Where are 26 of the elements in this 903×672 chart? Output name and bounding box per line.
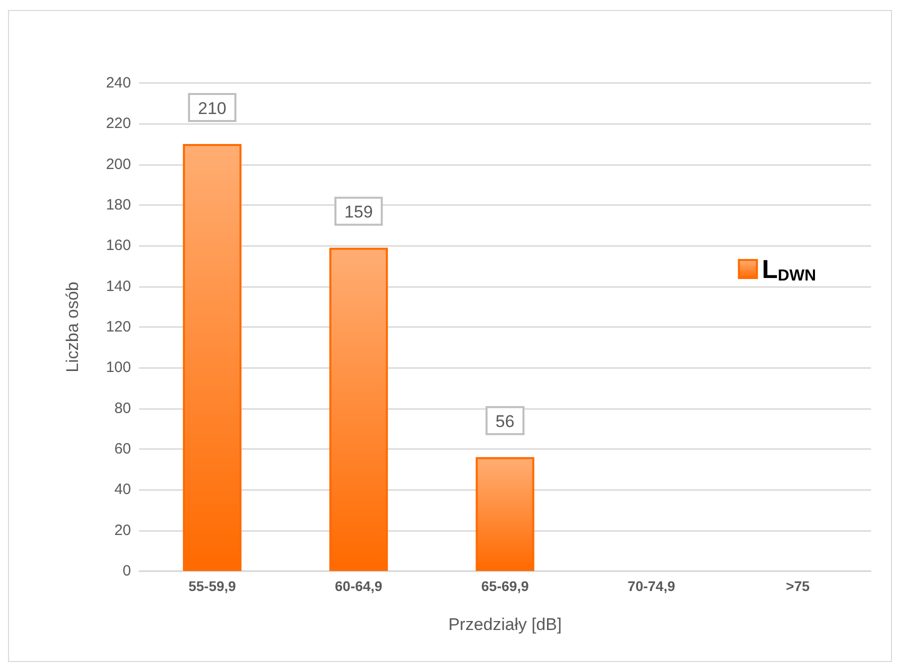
bar: [329, 248, 388, 571]
x-tick-label: 60-64,9: [334, 578, 383, 594]
data-label: 159: [344, 202, 373, 222]
y-tick-label: 180: [106, 196, 131, 214]
data-label: 56: [496, 412, 514, 432]
bar: [476, 457, 534, 571]
y-tick-label: 0: [122, 562, 131, 580]
y-axis-title: Liczba osób: [63, 282, 82, 372]
data-label: 210: [198, 99, 226, 118]
y-tick-label: 80: [114, 400, 131, 417]
x-tick-label: 65-69,9: [481, 578, 529, 594]
y-tick-label: 140: [106, 278, 131, 295]
y-tick-label: 40: [114, 481, 131, 498]
x-tick-label: >75: [786, 578, 810, 594]
y-tick-label: 160: [106, 237, 131, 254]
x-tick-label: 70-74,9: [628, 578, 676, 594]
y-tick-label: 220: [106, 115, 131, 132]
y-tick-label: 240: [106, 74, 131, 92]
y-tick-label: 100: [106, 359, 131, 376]
bar: [182, 144, 242, 571]
x-tick-label: 55-59,9: [188, 578, 236, 594]
y-tick-label: 60: [114, 440, 131, 458]
y-tick-label: 20: [114, 522, 131, 539]
y-tick-label: 200: [106, 156, 131, 173]
x-axis-title: Przedziały [dB]: [448, 615, 562, 634]
y-tick-label: 120: [106, 318, 131, 336]
